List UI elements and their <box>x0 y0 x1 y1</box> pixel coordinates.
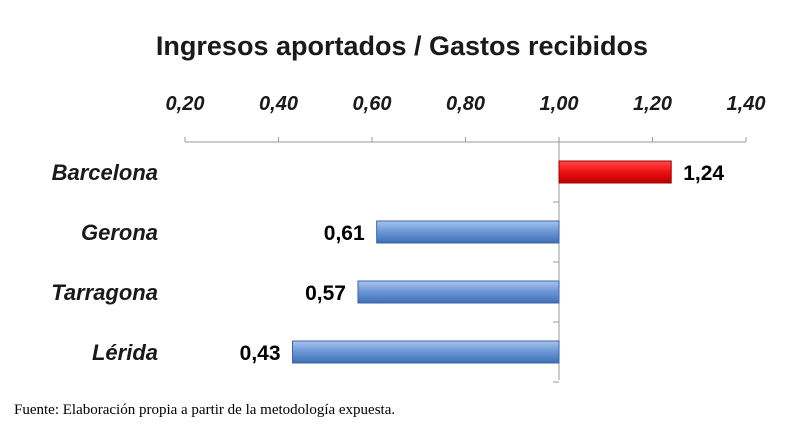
x-tick-label: 0,60 <box>353 93 392 115</box>
x-tick-label: 1,20 <box>633 93 672 115</box>
data-label: 0,43 <box>240 342 281 365</box>
chart-title: Ingresos aportados / Gastos recibidos <box>156 31 648 61</box>
category-label: Tarragona <box>51 280 158 305</box>
bar-gerona <box>376 220 560 244</box>
data-label: 0,61 <box>324 222 365 245</box>
x-tick-label: 0,40 <box>259 93 298 115</box>
source-note: Fuente: Elaboración propia a partir de l… <box>14 402 396 418</box>
data-label: 1,24 <box>683 162 724 185</box>
bar-lrida <box>292 340 560 364</box>
data-label: 0,57 <box>305 282 346 305</box>
category-label: Barcelona <box>52 160 158 185</box>
bar-barcelona <box>558 160 672 184</box>
x-tick-label: 1,40 <box>727 93 766 115</box>
bar-tarragona <box>357 280 560 304</box>
chart: Ingresos aportados / Gastos recibidos 0,… <box>51 31 766 383</box>
x-axis: 0,20 0,40 0,60 0,80 1,00 1,20 1,40 <box>166 93 766 383</box>
category-label: Gerona <box>81 220 158 245</box>
x-tick-label: 0,80 <box>446 93 485 115</box>
bars: Barcelona 1,24 Gerona 0,61 Tarragona 0,57 Léri… <box>51 160 724 365</box>
x-tick-label: 0,20 <box>166 93 205 115</box>
x-tick-label: 1,00 <box>540 93 579 115</box>
category-label: Lérida <box>92 340 158 365</box>
